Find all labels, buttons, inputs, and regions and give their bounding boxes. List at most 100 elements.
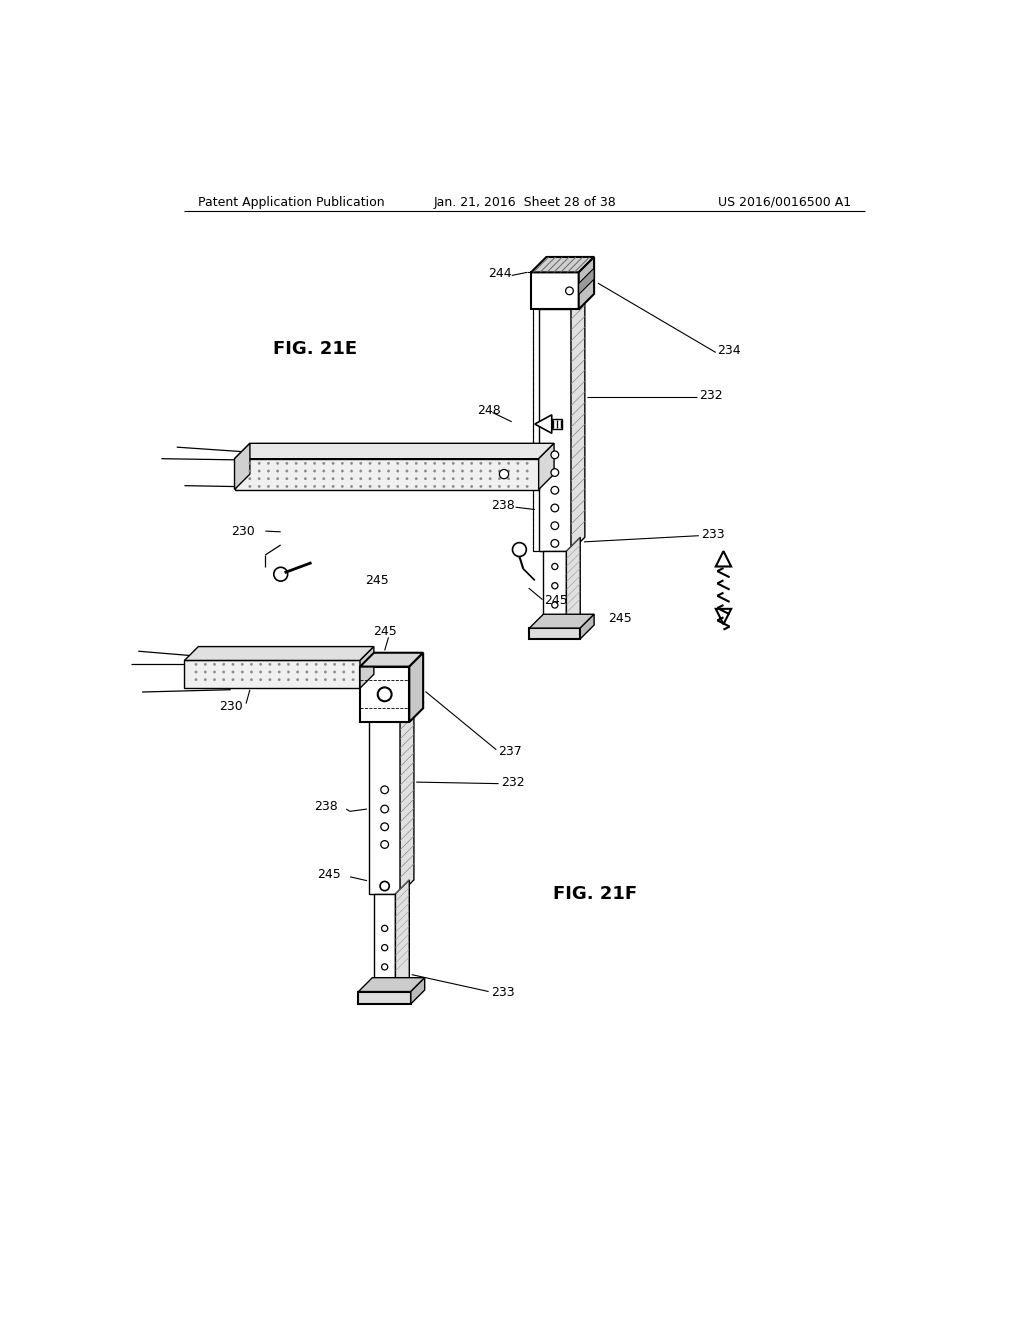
Polygon shape (410, 653, 423, 722)
Circle shape (204, 678, 207, 681)
Circle shape (231, 671, 234, 673)
Bar (529, 628, 581, 639)
Circle shape (526, 462, 528, 465)
Circle shape (334, 663, 336, 665)
Circle shape (222, 663, 225, 665)
Circle shape (288, 663, 290, 665)
Circle shape (551, 521, 559, 529)
Circle shape (297, 678, 299, 681)
Polygon shape (539, 444, 554, 490)
Circle shape (359, 486, 361, 487)
Circle shape (480, 470, 482, 473)
Circle shape (470, 470, 473, 473)
Circle shape (369, 462, 371, 465)
Circle shape (249, 470, 251, 473)
Polygon shape (234, 444, 554, 459)
Circle shape (278, 671, 281, 673)
Circle shape (380, 882, 389, 891)
Text: 248: 248 (477, 404, 501, 417)
Circle shape (295, 478, 297, 480)
Circle shape (341, 462, 343, 465)
Circle shape (241, 671, 244, 673)
Circle shape (387, 478, 390, 480)
Polygon shape (395, 880, 410, 991)
Text: 244: 244 (488, 268, 512, 280)
Polygon shape (716, 609, 731, 624)
Circle shape (396, 486, 399, 487)
Circle shape (480, 486, 482, 487)
Circle shape (381, 841, 388, 849)
Polygon shape (400, 706, 414, 894)
Circle shape (267, 478, 269, 480)
Circle shape (323, 462, 325, 465)
Polygon shape (411, 978, 425, 1003)
Circle shape (295, 470, 297, 473)
Text: 245: 245 (316, 869, 341, 880)
Text: FIG. 21F: FIG. 21F (553, 884, 637, 903)
Text: 234: 234 (717, 345, 741, 358)
Circle shape (551, 469, 559, 477)
Circle shape (249, 462, 251, 465)
Circle shape (415, 478, 418, 480)
Circle shape (512, 543, 526, 557)
Circle shape (433, 462, 436, 465)
Circle shape (332, 478, 334, 480)
Circle shape (297, 671, 299, 673)
Circle shape (276, 486, 279, 487)
Circle shape (551, 451, 559, 459)
Circle shape (304, 462, 306, 465)
Circle shape (352, 671, 354, 673)
Circle shape (424, 478, 427, 480)
Bar (370, 721, 400, 894)
Polygon shape (579, 268, 594, 294)
Circle shape (273, 568, 288, 581)
Circle shape (433, 478, 436, 480)
Bar (552, 420, 562, 429)
Circle shape (406, 462, 409, 465)
Circle shape (461, 478, 464, 480)
Circle shape (406, 470, 409, 473)
Bar (374, 894, 395, 991)
Circle shape (278, 663, 281, 665)
Circle shape (323, 470, 325, 473)
Circle shape (387, 486, 390, 487)
Circle shape (204, 663, 207, 665)
Circle shape (406, 478, 409, 480)
Circle shape (526, 478, 528, 480)
Circle shape (259, 671, 262, 673)
Circle shape (313, 470, 315, 473)
Circle shape (313, 462, 315, 465)
Circle shape (286, 462, 288, 465)
Circle shape (470, 478, 473, 480)
Circle shape (424, 486, 427, 487)
Circle shape (332, 486, 334, 487)
Circle shape (442, 478, 445, 480)
Circle shape (415, 462, 418, 465)
Circle shape (369, 478, 371, 480)
Circle shape (470, 486, 473, 487)
Circle shape (295, 462, 297, 465)
Circle shape (231, 678, 234, 681)
Circle shape (508, 470, 510, 473)
Circle shape (276, 478, 279, 480)
Circle shape (396, 470, 399, 473)
Text: 245: 245 (366, 574, 389, 587)
Circle shape (526, 486, 528, 487)
Polygon shape (531, 257, 594, 272)
Circle shape (268, 671, 271, 673)
Circle shape (517, 470, 519, 473)
Circle shape (526, 470, 528, 473)
Circle shape (250, 678, 253, 681)
Circle shape (359, 478, 361, 480)
Circle shape (267, 486, 269, 487)
Circle shape (551, 540, 559, 548)
Circle shape (334, 678, 336, 681)
Circle shape (286, 478, 288, 480)
Circle shape (343, 678, 345, 681)
Circle shape (452, 462, 455, 465)
Bar (184, 660, 360, 688)
Circle shape (213, 671, 216, 673)
Circle shape (552, 582, 558, 589)
Circle shape (258, 478, 260, 480)
Circle shape (249, 478, 251, 480)
